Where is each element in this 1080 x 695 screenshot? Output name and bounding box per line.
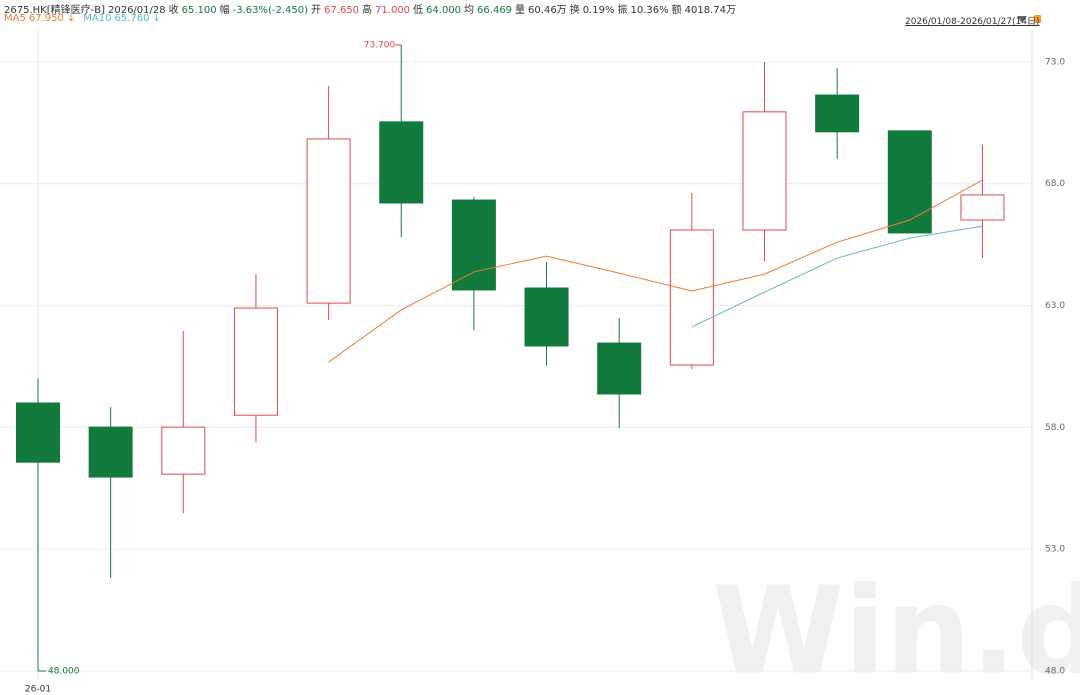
y-tick-label: 68.0 (1045, 179, 1065, 189)
header-item: 换 (569, 5, 580, 16)
min-label: 48.000 (48, 666, 80, 676)
header-item: 65.100 (181, 5, 217, 16)
lock-icon[interactable] (1034, 15, 1041, 23)
header-item: 量 (515, 5, 526, 16)
legend-name: MA5 (4, 13, 26, 24)
header-item: 额 (671, 5, 682, 16)
candle-body (524, 287, 569, 347)
candle-body (815, 94, 860, 133)
header-item: 71.000 (375, 5, 411, 16)
y-tick-label: 48.0 (1045, 666, 1065, 676)
candle-body (742, 111, 787, 231)
dropdown-icon[interactable] (1017, 16, 1027, 23)
candle-body (16, 402, 60, 463)
candle-body (597, 342, 642, 395)
candle-body (233, 307, 278, 416)
y-tick-label: 73.0 (1045, 57, 1065, 67)
header-item: 振 (617, 5, 628, 16)
candle-body (960, 194, 1005, 221)
candle-body (887, 130, 932, 234)
y-tick-label: 58.0 (1045, 423, 1065, 433)
header-item: 66.469 (477, 5, 513, 16)
header-item: 幅 (219, 5, 230, 16)
candle-body (379, 121, 424, 204)
header-item: 收 (168, 5, 179, 16)
y-tick-label: 53.0 (1045, 545, 1065, 555)
legend-name: MA10 (83, 13, 112, 24)
header-item: 64.000 (426, 5, 462, 16)
y-tick-label: 63.0 (1045, 301, 1065, 311)
header-item: 60.46万 (528, 5, 567, 16)
header-item: 10.36% (630, 5, 669, 16)
legend-arrow: ↓ (66, 13, 76, 24)
watermark: Win.d (712, 563, 1080, 695)
legend-value: 65.760 (114, 13, 150, 24)
header-item: 高 (362, 5, 373, 16)
header-item: 4018.74万 (684, 5, 736, 16)
ma-line (691, 225, 983, 328)
header-item: 0.19% (582, 5, 615, 16)
header-item: 67.650 (324, 5, 360, 16)
header-item: 2675.HK[精锋医疗-B] (4, 5, 105, 16)
candle-body (451, 199, 496, 291)
header: 2675.HK[精锋医疗-B] 2026/01/28 收 65.100 幅 -3.63%(… (4, 1, 739, 16)
legend: MA5 67.950 ↓ MA10 65.760 ↓ (4, 13, 169, 24)
header-item: 低 (413, 5, 424, 16)
max-label: 73.700 (364, 40, 396, 50)
legend-value: 67.950 (28, 13, 64, 24)
ma-line (328, 179, 983, 363)
candle-body (88, 426, 133, 478)
date-range[interactable]: 2026/01/08-2026/01/27(14日) (905, 17, 1040, 27)
header-item: -3.63%(-2.450) (232, 5, 309, 16)
header-item: 均 (464, 5, 475, 16)
x-tick-label: 26-01 (25, 685, 51, 695)
candle-body (669, 229, 714, 366)
candle-body (306, 138, 351, 304)
legend-arrow: ↓ (152, 13, 161, 24)
candle-body (161, 426, 206, 475)
header-item: 开 (311, 5, 322, 16)
header-item: 2026/01/28 (107, 5, 166, 16)
